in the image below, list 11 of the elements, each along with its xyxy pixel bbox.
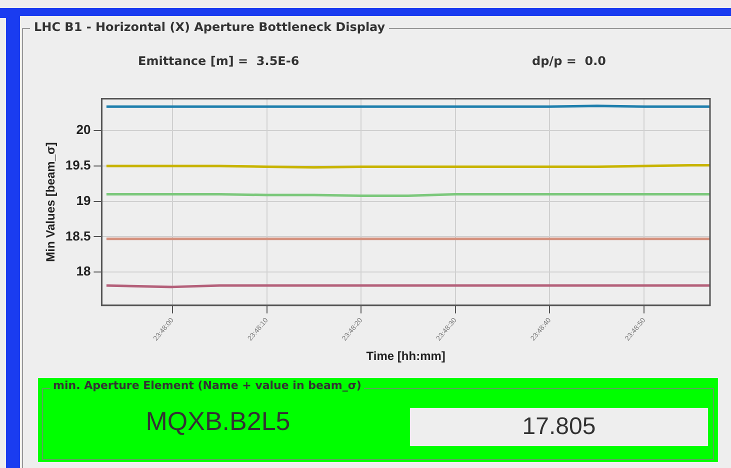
y-tick-label: 19.5: [65, 158, 91, 173]
element-panel: min. Aperture Element (Name + value in beam_σ) MQXB.B2L5 17.805: [38, 378, 718, 462]
y-tick-label: 19: [76, 192, 91, 208]
y-tick-label: 20: [76, 122, 91, 138]
y-tick-label: 18.5: [65, 228, 91, 244]
y-axis-title: Min Values [beam_σ]: [44, 142, 58, 262]
text: Emittance [m] = 3.5E-6: [138, 54, 300, 68]
y-tick-label: 18: [76, 264, 91, 279]
text: dp/p = 0.0: [532, 54, 606, 68]
chart-title: LHC B1 - Horizontal (X) Aperture Bottleneck Display: [30, 20, 390, 34]
x-axis-title: Time [hh:mm]: [366, 349, 446, 364]
